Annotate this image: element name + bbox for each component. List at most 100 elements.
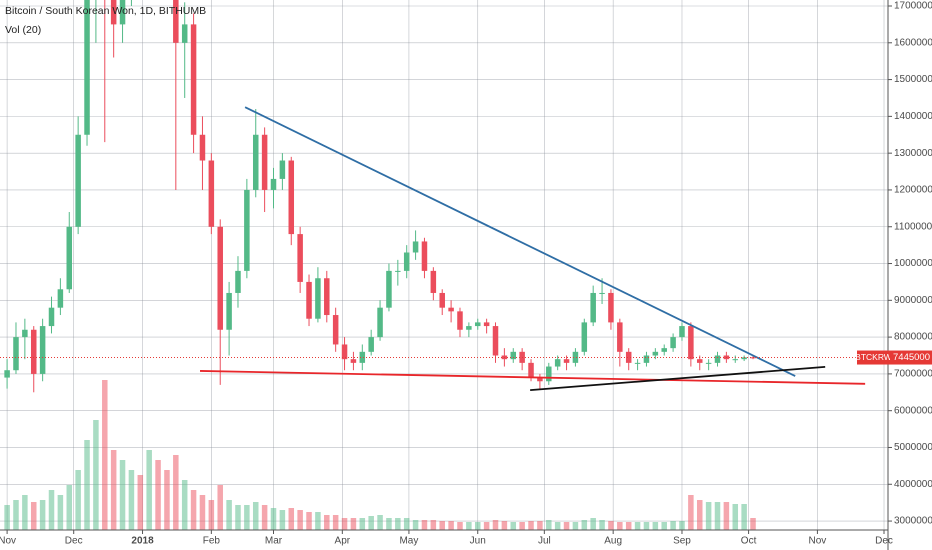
candle-body	[235, 270, 241, 293]
volume-bar	[244, 505, 250, 530]
volume-bar	[102, 380, 108, 530]
candle-body	[48, 307, 55, 327]
y-tick-label: 17000000	[894, 1, 932, 12]
candle-body	[350, 359, 357, 363]
volume-bar	[599, 520, 605, 530]
candle-body	[279, 160, 286, 179]
volume-bar	[617, 522, 623, 530]
candle-body	[252, 134, 259, 190]
candle-body	[181, 24, 188, 43]
volume-bar	[696, 500, 703, 530]
volume-bar	[501, 521, 508, 530]
candle-body	[208, 160, 215, 227]
candle-body	[306, 281, 312, 319]
volume-bar	[572, 522, 579, 530]
volume-bar	[741, 504, 747, 530]
volume-bar	[403, 518, 410, 530]
candle-body	[457, 311, 463, 330]
y-tick-label: 13000000	[894, 148, 932, 159]
volume-bar	[350, 518, 357, 530]
y-tick-label: 11000000	[894, 221, 932, 232]
volume-bar	[466, 522, 472, 530]
x-tick-label: Dec	[875, 536, 893, 547]
volume-legend: Vol (20)	[5, 24, 41, 36]
volume-bar	[528, 521, 534, 530]
candle-body	[643, 355, 650, 363]
candle-body	[297, 234, 303, 282]
volume-bar	[554, 522, 561, 530]
price-badge	[890, 350, 932, 365]
volume-bar	[181, 480, 188, 530]
candle-body	[474, 322, 481, 327]
candle-body	[670, 337, 676, 349]
volume-bar	[13, 500, 19, 530]
x-tick-label: Apr	[335, 536, 351, 547]
candle-body	[705, 362, 712, 364]
candle-body	[448, 307, 454, 312]
volume-bar	[217, 485, 223, 530]
candle-body	[439, 292, 445, 308]
candle-body	[688, 326, 694, 360]
candle-body	[563, 359, 570, 363]
volume-bar	[732, 504, 739, 530]
volume-bar	[208, 500, 215, 530]
y-tick-label: 9000000	[894, 295, 932, 306]
candle-body	[510, 351, 517, 360]
candle-body	[173, 0, 179, 43]
y-tick-label: 16000000	[894, 37, 932, 48]
volume-bar	[519, 522, 525, 530]
x-tick-label: Feb	[203, 536, 221, 547]
volume-bar	[30, 502, 37, 530]
volume-bar	[377, 515, 383, 530]
candle-body	[341, 344, 348, 360]
candle-body	[741, 357, 747, 360]
y-tick-label: 14000000	[894, 111, 932, 122]
candle-body	[4, 370, 10, 378]
volume-bar	[279, 510, 286, 530]
x-tick-label: Mar	[265, 536, 283, 547]
y-tick-label: 4000000	[894, 479, 932, 490]
volume-bar	[137, 475, 144, 530]
volume-bar	[679, 521, 685, 530]
x-tick-label: Nov	[0, 536, 16, 547]
volume-bar	[546, 520, 552, 530]
x-tick-label: Nov	[809, 536, 827, 547]
volume-bar	[22, 495, 28, 530]
candle-body	[199, 134, 206, 161]
volume-bar	[173, 455, 179, 530]
volume-bar	[119, 460, 126, 530]
volume-bar	[297, 510, 303, 530]
candle-body	[13, 337, 19, 371]
volume-bar	[93, 420, 99, 530]
volume-bar	[48, 490, 55, 530]
y-tick-label: 3000000	[894, 516, 932, 527]
candle-body	[403, 252, 410, 271]
candle-body	[217, 226, 223, 330]
volume-bar	[66, 485, 73, 530]
x-tick-label: Jun	[470, 536, 486, 547]
y-tick-label: 8000000	[894, 332, 932, 343]
candle-body	[421, 241, 428, 271]
volume-bar	[643, 522, 650, 530]
volume-bar	[315, 512, 321, 530]
grid	[0, 0, 888, 530]
volume-bar	[332, 515, 339, 530]
candle-body	[714, 355, 721, 363]
volume-bar	[146, 450, 152, 530]
candle-body	[84, 0, 90, 135]
y-tick-label: 5000000	[894, 442, 932, 453]
volume-bar	[359, 518, 366, 530]
candle-body	[554, 359, 561, 367]
y-tick-label: 12000000	[894, 185, 932, 196]
volume-bar	[421, 520, 428, 530]
candle-body	[368, 337, 374, 352]
volume-bar	[634, 522, 641, 530]
chart-title: Bitcoin / South Korean Won, 1D, BITHUMB	[5, 5, 206, 17]
candle-body	[30, 329, 37, 374]
volume-bar	[226, 500, 232, 530]
volume-bar	[750, 518, 756, 530]
x-tick-label: May	[399, 536, 418, 547]
trend-line	[530, 366, 826, 391]
